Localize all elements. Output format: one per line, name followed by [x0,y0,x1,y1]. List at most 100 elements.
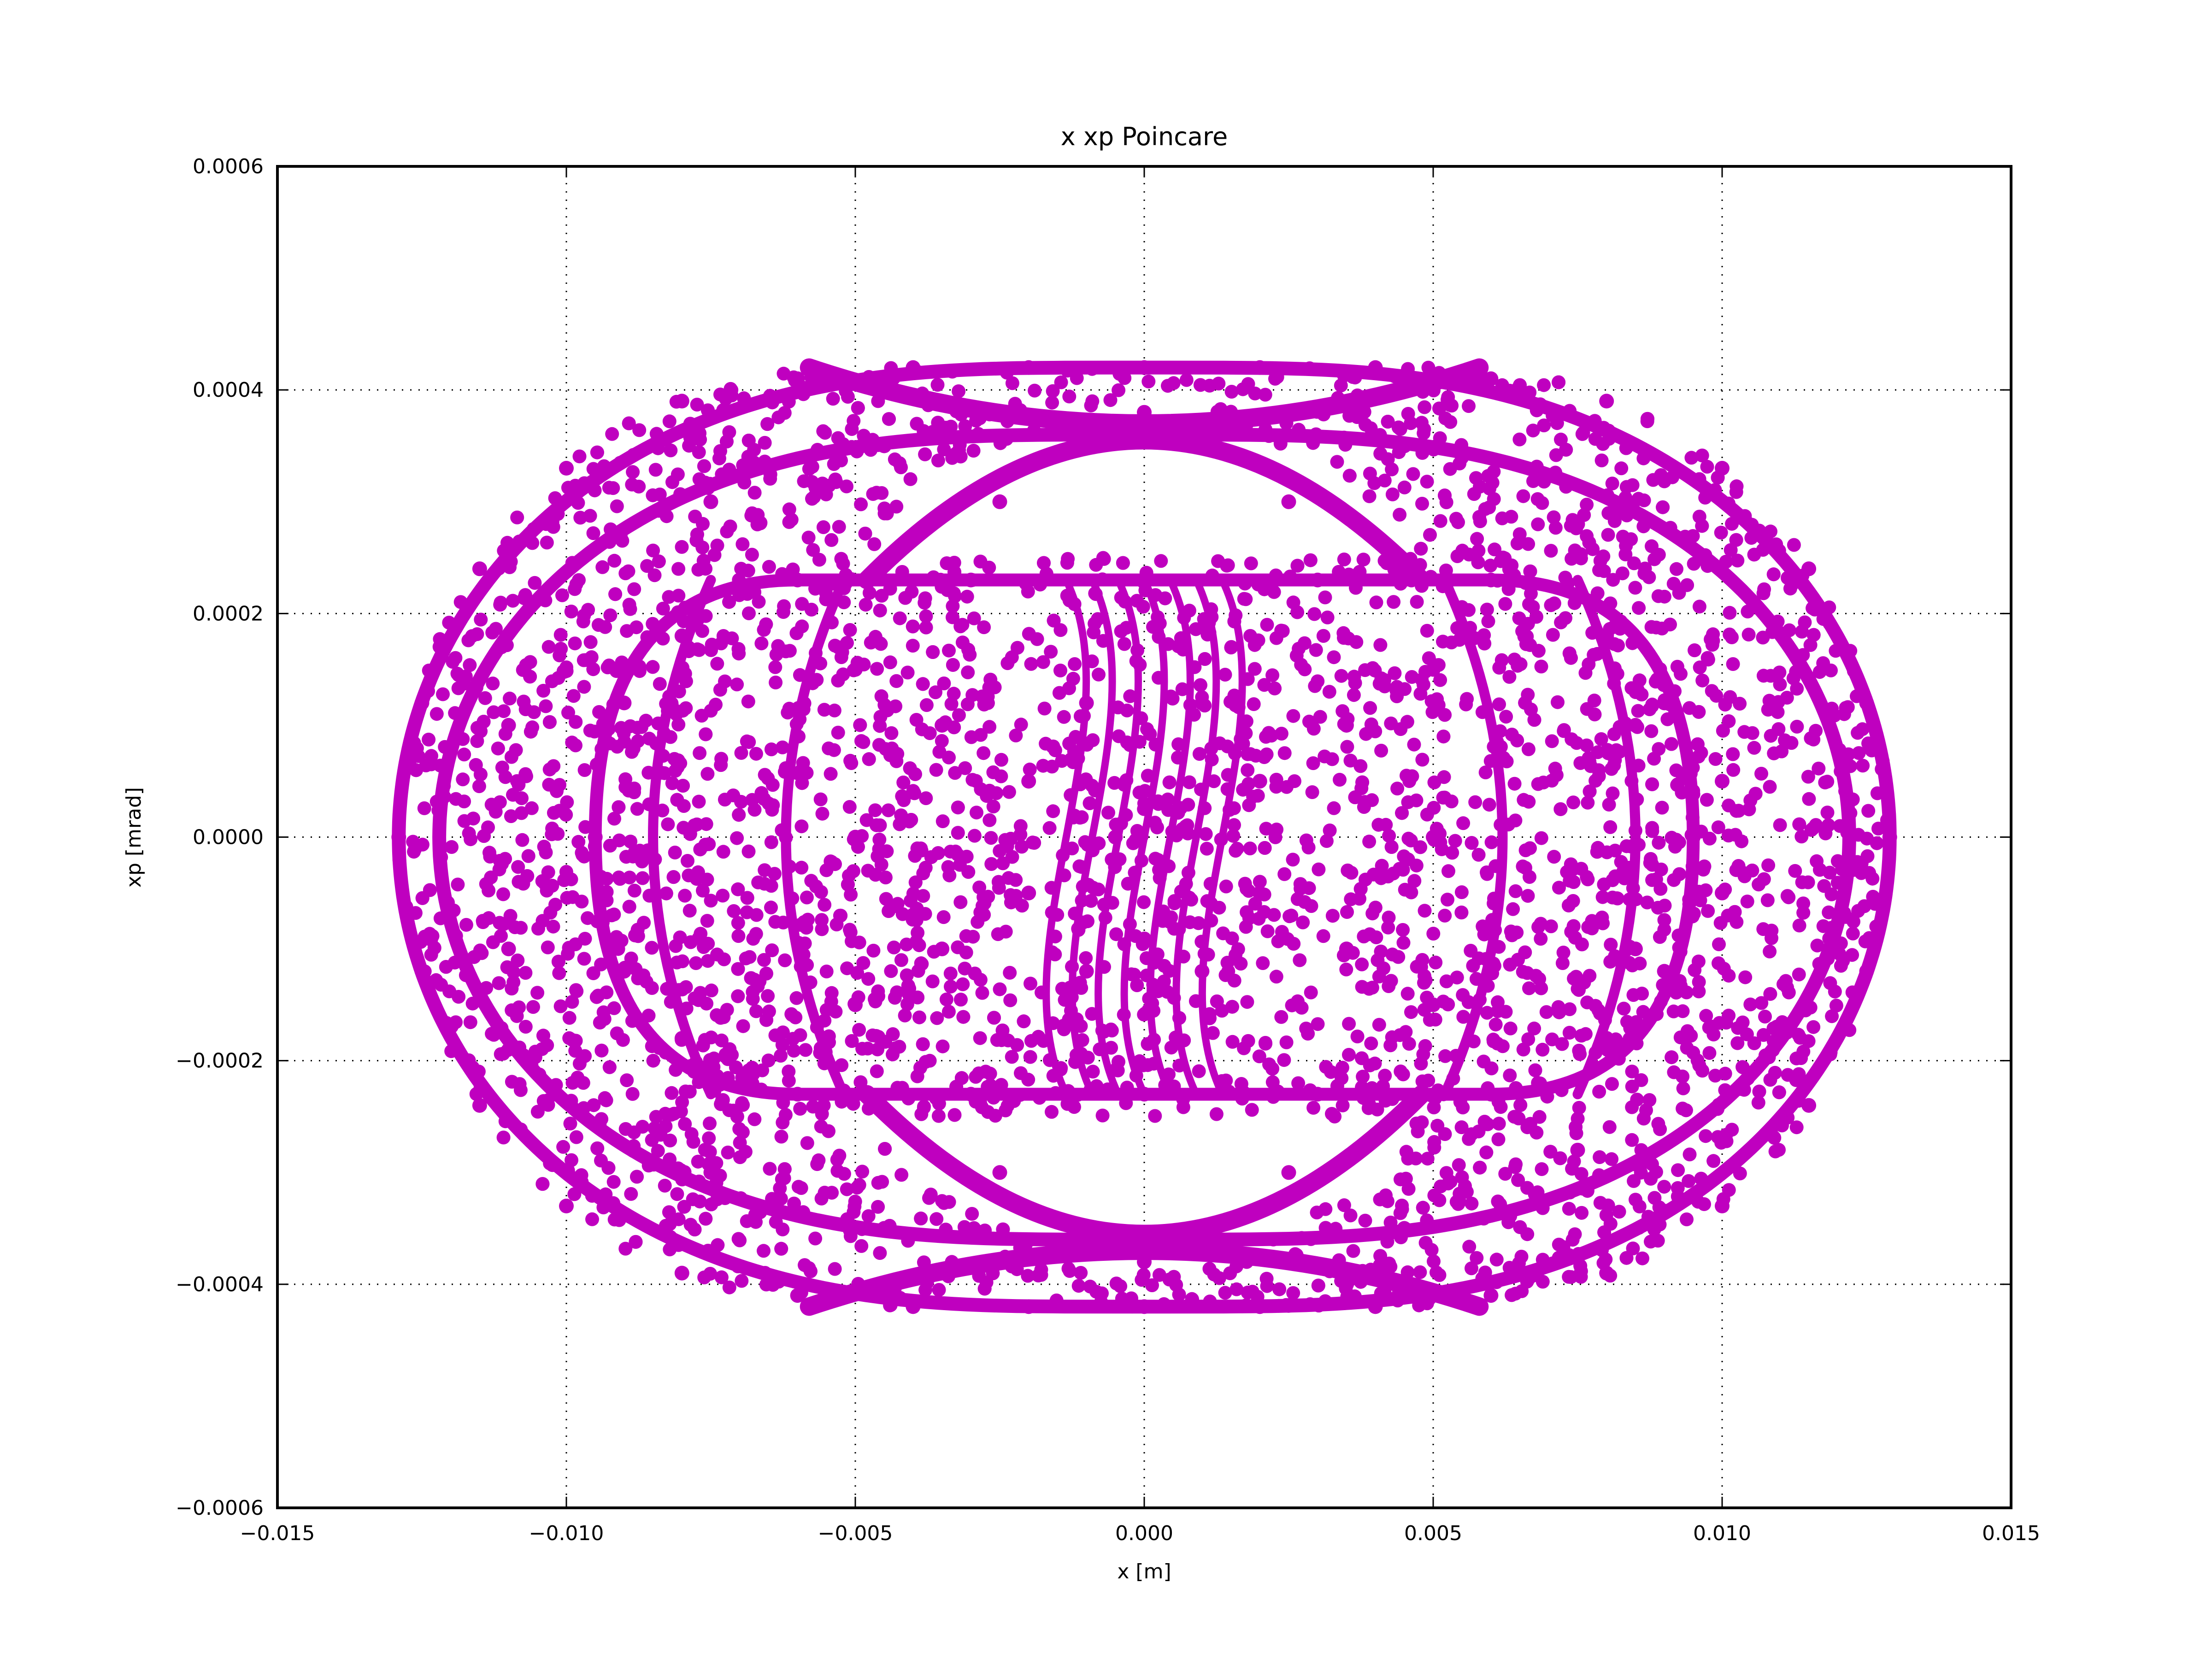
scatter-texture-point [1843,644,1858,658]
scatter-texture-point [1128,865,1142,880]
scatter-texture-point [1864,931,1878,946]
scatter-texture-point [1573,1259,1588,1273]
scatter-texture-point [1073,777,1088,791]
scatter-texture-point [1093,1042,1107,1056]
scatter-texture-point [1313,710,1327,724]
scatter-texture-point [1836,954,1850,968]
scatter-texture-point [856,735,871,749]
scatter-texture-point [1512,432,1527,447]
scatter-texture-point [1829,644,1843,658]
scatter-texture-point [1388,666,1402,680]
scatter-texture-point [482,911,496,925]
scatter-texture-point [649,427,664,441]
scatter-texture-point [613,872,627,886]
scatter-texture-point [1745,726,1759,740]
scatter-texture-point [787,1196,801,1211]
scatter-texture-point [998,1249,1012,1264]
scatter-texture-point [1794,830,1809,844]
scatter-texture-point [1062,681,1076,695]
scatter-texture-point [1606,786,1620,800]
scatter-texture-point [1511,1173,1525,1187]
scatter-texture-point [1114,590,1128,605]
scatter-texture-point [542,715,557,729]
scatter-texture-point [642,888,657,903]
scatter-texture-point [1152,630,1166,644]
scatter-texture-point [1231,942,1245,956]
scatter-texture-point [935,1039,950,1053]
scatter-texture-point [688,1223,702,1236]
scatter-texture-point [1512,1112,1526,1125]
scatter-texture-point [1031,1030,1046,1044]
scatter-texture-point [1535,1201,1550,1215]
scatter-texture-point [515,791,529,806]
scatter-texture-point [583,635,598,649]
scatter-point [1368,360,1383,375]
scatter-texture-point [1220,956,1235,970]
scatter-texture-point [973,411,987,425]
scatter-texture-point [525,536,540,550]
scatter-texture-point [704,643,718,657]
scatter-texture-point [610,499,624,513]
scatter-texture-point [1741,605,1755,618]
scatter-texture-point [917,1100,931,1114]
scatter-texture-point [1763,1073,1777,1087]
scatter-texture-point [651,716,665,730]
central-separatrix [1172,576,1220,1098]
scatter-texture-point [1449,1049,1463,1063]
scatter-texture-point [855,1041,870,1056]
scatter-texture-point [855,1165,870,1179]
scatter-texture-point [568,636,582,651]
scatter-texture-point [872,738,886,752]
scatter-texture-point [1395,1199,1409,1212]
x-tick-label: 0.005 [1404,1522,1462,1545]
scatter-texture-point [1611,638,1625,653]
scatter-texture-point [776,1115,790,1130]
scatter-texture-point [837,1167,851,1181]
scatter-texture-point [815,806,830,821]
scatter-texture-point [700,767,715,781]
scatter-texture-point [1763,780,1777,794]
scatter-point [1137,1254,1152,1270]
scatter-texture-point [1632,673,1647,688]
scatter-texture-point [996,1222,1010,1236]
scatter-texture-point [1224,641,1238,655]
scatter-texture-point [1097,898,1111,912]
scatter-texture-point [952,708,966,722]
scatter-texture-point [736,1019,750,1033]
scatter-point [1137,572,1152,588]
scatter-texture-point [1157,959,1171,973]
scatter-texture-point [966,930,980,944]
scatter-texture-point [1241,1034,1255,1048]
scatter-texture-point [610,1026,624,1041]
scatter-texture-point [1455,1170,1469,1184]
scatter-texture-point [836,557,850,571]
scatter-texture-point [1205,610,1219,624]
scatter-texture-point [526,1000,540,1014]
scatter-texture-point [575,894,589,909]
scatter-texture-point [1455,451,1469,465]
scatter-texture-point [1588,999,1603,1013]
scatter-texture-point [625,745,639,759]
scatter-texture-point [1283,570,1297,583]
scatter-texture-point [1494,1100,1508,1114]
scatter-texture-point [900,997,914,1012]
scatter-texture-point [629,620,643,635]
scatter-point [1021,360,1036,375]
scatter-texture-point [1117,1007,1131,1022]
scatter-texture-point [625,1087,640,1101]
scatter-point [935,941,950,957]
scatter-texture-point [1240,418,1254,431]
scatter-texture-point [1402,1037,1416,1051]
scatter-texture-point [639,713,653,728]
scatter-texture-point [854,1239,869,1253]
scatter-texture-point [615,655,629,670]
scatter-texture-point [684,1127,699,1141]
scatter-texture-point [1239,592,1253,606]
scatter-texture-point [1350,1030,1365,1044]
scatter-texture-point [1005,1050,1019,1064]
scatter-texture-point [1225,1000,1239,1014]
scatter-texture-point [694,927,708,941]
scatter-texture-point [1625,1079,1639,1094]
scatter-texture-point [1192,747,1206,761]
scatter-texture-point [524,724,538,739]
